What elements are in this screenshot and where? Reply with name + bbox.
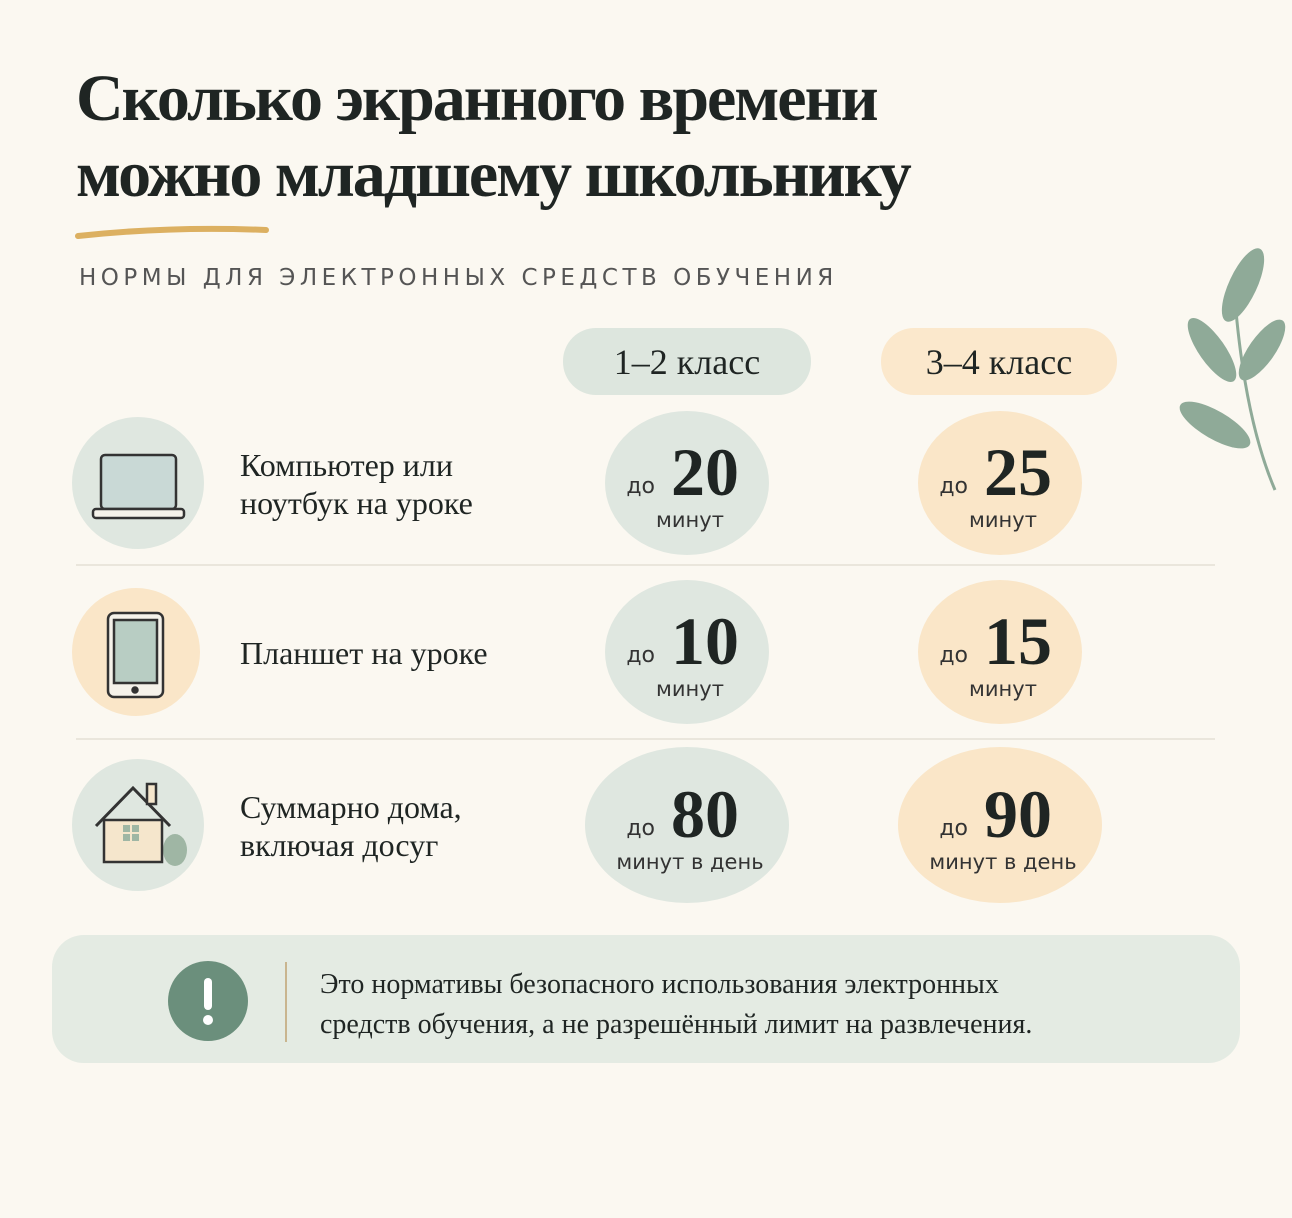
warning-icon [204,978,212,1010]
value-badge [898,747,1102,903]
title-line: Сколько экранного времени [76,62,878,135]
value-number: 80 [671,776,739,852]
value-badge [605,580,769,724]
value-prefix: до [626,474,655,499]
value-unit: минут в день [929,850,1076,874]
house-icon [94,782,187,866]
value-badge [585,747,789,903]
note-box [52,935,1240,1063]
column-pill [881,328,1117,395]
value-prefix: до [939,474,968,499]
title-underline [75,225,269,239]
title-line: можно младшему школьнику [76,138,912,211]
row-label: Суммарно дома, [240,789,462,825]
row-label: Компьютер или [240,447,453,483]
value-number: 20 [671,434,739,510]
laptop-icon [91,453,186,520]
value-unit: минут [656,508,724,532]
column-header: 1–2 класс [614,342,760,382]
value-number: 10 [671,603,739,679]
value-number: 90 [984,776,1052,852]
value-badge [605,411,769,555]
row-label: Планшет на уроке [240,635,488,671]
value-unit: минут [969,677,1037,701]
value-badge [918,580,1082,724]
value-prefix: до [626,816,655,841]
column-header: 3–4 класс [926,342,1072,382]
value-number: 15 [984,603,1052,679]
row-label: ноутбук на уроке [240,485,473,521]
column-pill [563,328,811,395]
value-unit: минут [656,677,724,701]
row-label: включая досуг [240,827,438,863]
subtitle: НОРМЫ ДЛЯ ЭЛЕКТРОННЫХ СРЕДСТВ ОБУЧЕНИЯ [79,265,838,291]
warning-icon [203,1015,213,1025]
leaf-decoration [1179,248,1286,491]
value-prefix: до [939,816,968,841]
value-badge [918,411,1082,555]
value-unit: минут [969,508,1037,532]
note-text: Это нормативы безопасного использования … [320,969,999,1000]
value-prefix: до [626,643,655,668]
value-prefix: до [939,643,968,668]
tablet-icon [106,611,165,699]
value-number: 25 [984,434,1052,510]
value-unit: минут в день [616,850,763,874]
note-text: средств обучения, а не разрешённый лимит… [320,1009,1032,1040]
